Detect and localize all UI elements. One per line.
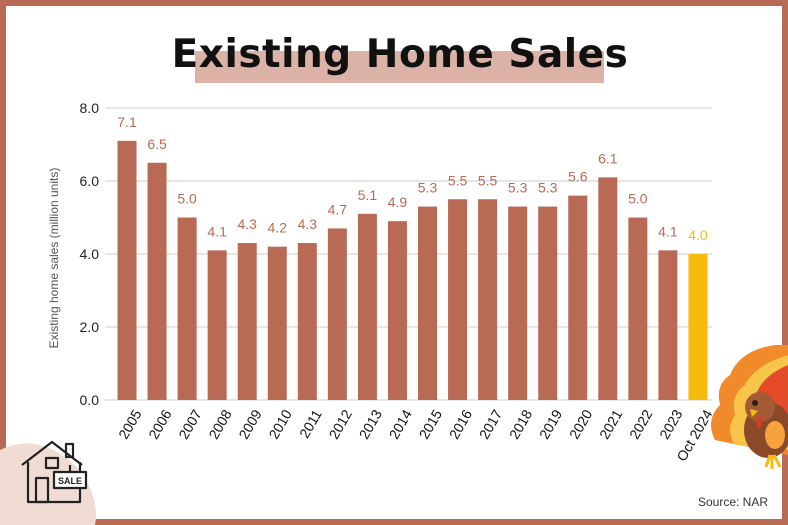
x-tick-label: 2011 bbox=[296, 407, 325, 441]
value-label: 4.9 bbox=[388, 194, 408, 210]
bar-2007 bbox=[177, 217, 197, 400]
bar-2013 bbox=[357, 213, 377, 400]
y-tick-label: 2.0 bbox=[80, 319, 100, 335]
x-tick-label: 2009 bbox=[235, 407, 265, 442]
bar-2005 bbox=[117, 140, 137, 400]
value-label: 5.5 bbox=[448, 172, 468, 188]
house-sale-icon: SALE bbox=[0, 440, 96, 525]
bar-2015 bbox=[418, 206, 437, 400]
value-label: 4.3 bbox=[298, 216, 318, 232]
bar-2017 bbox=[478, 199, 498, 400]
x-tick-label: 2023 bbox=[656, 407, 686, 442]
value-label: 6.5 bbox=[147, 136, 167, 152]
chart-title: Existing Home Sales bbox=[171, 32, 629, 77]
source-note: Source: NAR bbox=[697, 495, 768, 509]
value-label: 5.3 bbox=[418, 180, 438, 196]
bar-2020 bbox=[568, 195, 588, 400]
bar-2009 bbox=[237, 243, 257, 400]
x-tick-label: 2014 bbox=[386, 407, 416, 442]
value-label: 4.2 bbox=[268, 220, 288, 236]
value-label: 5.6 bbox=[568, 169, 588, 185]
bar-2021 bbox=[598, 177, 618, 400]
value-label: 5.5 bbox=[478, 172, 498, 188]
value-label: 4.0 bbox=[688, 227, 708, 243]
bar-2008 bbox=[207, 250, 227, 400]
value-label: 7.1 bbox=[117, 114, 137, 130]
value-label: 6.1 bbox=[598, 150, 618, 166]
value-label: 4.3 bbox=[237, 216, 257, 232]
value-label: 5.3 bbox=[538, 180, 558, 196]
x-tick-label: 2015 bbox=[416, 407, 446, 442]
x-tick-label: 2016 bbox=[446, 407, 476, 442]
bar-2014 bbox=[387, 221, 407, 400]
y-tick-labels: 0.0 2.0 4.0 6.0 8.0 bbox=[80, 100, 100, 408]
value-label: 5.0 bbox=[177, 191, 197, 207]
bar-2023 bbox=[658, 250, 678, 400]
bar-2012 bbox=[327, 228, 347, 400]
title-highlight bbox=[195, 51, 604, 83]
x-tick-label: 2018 bbox=[506, 407, 536, 442]
x-tick-labels: 2005 2006 2007 2008 2009 2010 2011 2012 2013 2014… bbox=[115, 407, 715, 464]
bar-2022 bbox=[628, 217, 648, 400]
x-tick-label: 2021 bbox=[596, 407, 626, 442]
value-label: 4.1 bbox=[207, 223, 227, 239]
bar-2018 bbox=[508, 206, 528, 400]
bar-2010 bbox=[267, 246, 287, 400]
value-label: 5.3 bbox=[508, 180, 528, 196]
x-tick-label: 2020 bbox=[566, 407, 596, 442]
turkey-icon bbox=[711, 345, 788, 469]
x-tick-label: 2013 bbox=[356, 407, 386, 442]
value-labels: 7.1 6.5 5.0 4.1 4.3 4.2 4.3 4.7 5.1 4.9 5.3 5.5 5.5 5… bbox=[117, 114, 708, 243]
value-label: 4.7 bbox=[328, 201, 348, 217]
value-label: 5.1 bbox=[358, 187, 378, 203]
value-label: 4.1 bbox=[658, 223, 678, 239]
bar-2011 bbox=[297, 243, 317, 400]
y-tick-label: 6.0 bbox=[80, 173, 100, 189]
house-sale-sign: SALE bbox=[58, 476, 82, 486]
x-tick-label: 2007 bbox=[175, 407, 205, 442]
x-tick-label: 2022 bbox=[626, 407, 656, 442]
bar-oct-2024 bbox=[688, 254, 708, 400]
bar-2016 bbox=[448, 199, 468, 400]
x-tick-label: 2005 bbox=[115, 407, 145, 442]
x-tick-label: 2017 bbox=[476, 407, 506, 442]
x-tick-label: 2019 bbox=[536, 407, 566, 442]
x-tick-label: 2012 bbox=[326, 407, 356, 442]
bars bbox=[117, 140, 708, 400]
y-tick-label: 8.0 bbox=[80, 100, 100, 116]
x-tick-label: 2010 bbox=[265, 407, 295, 442]
bar-2006 bbox=[147, 162, 167, 400]
x-tick-label: 2008 bbox=[205, 407, 235, 442]
y-tick-label: 4.0 bbox=[80, 246, 100, 262]
y-tick-label: 0.0 bbox=[80, 392, 100, 408]
x-tick-label: 2006 bbox=[145, 407, 175, 442]
value-label: 5.0 bbox=[628, 191, 648, 207]
bar-2019 bbox=[538, 206, 558, 400]
